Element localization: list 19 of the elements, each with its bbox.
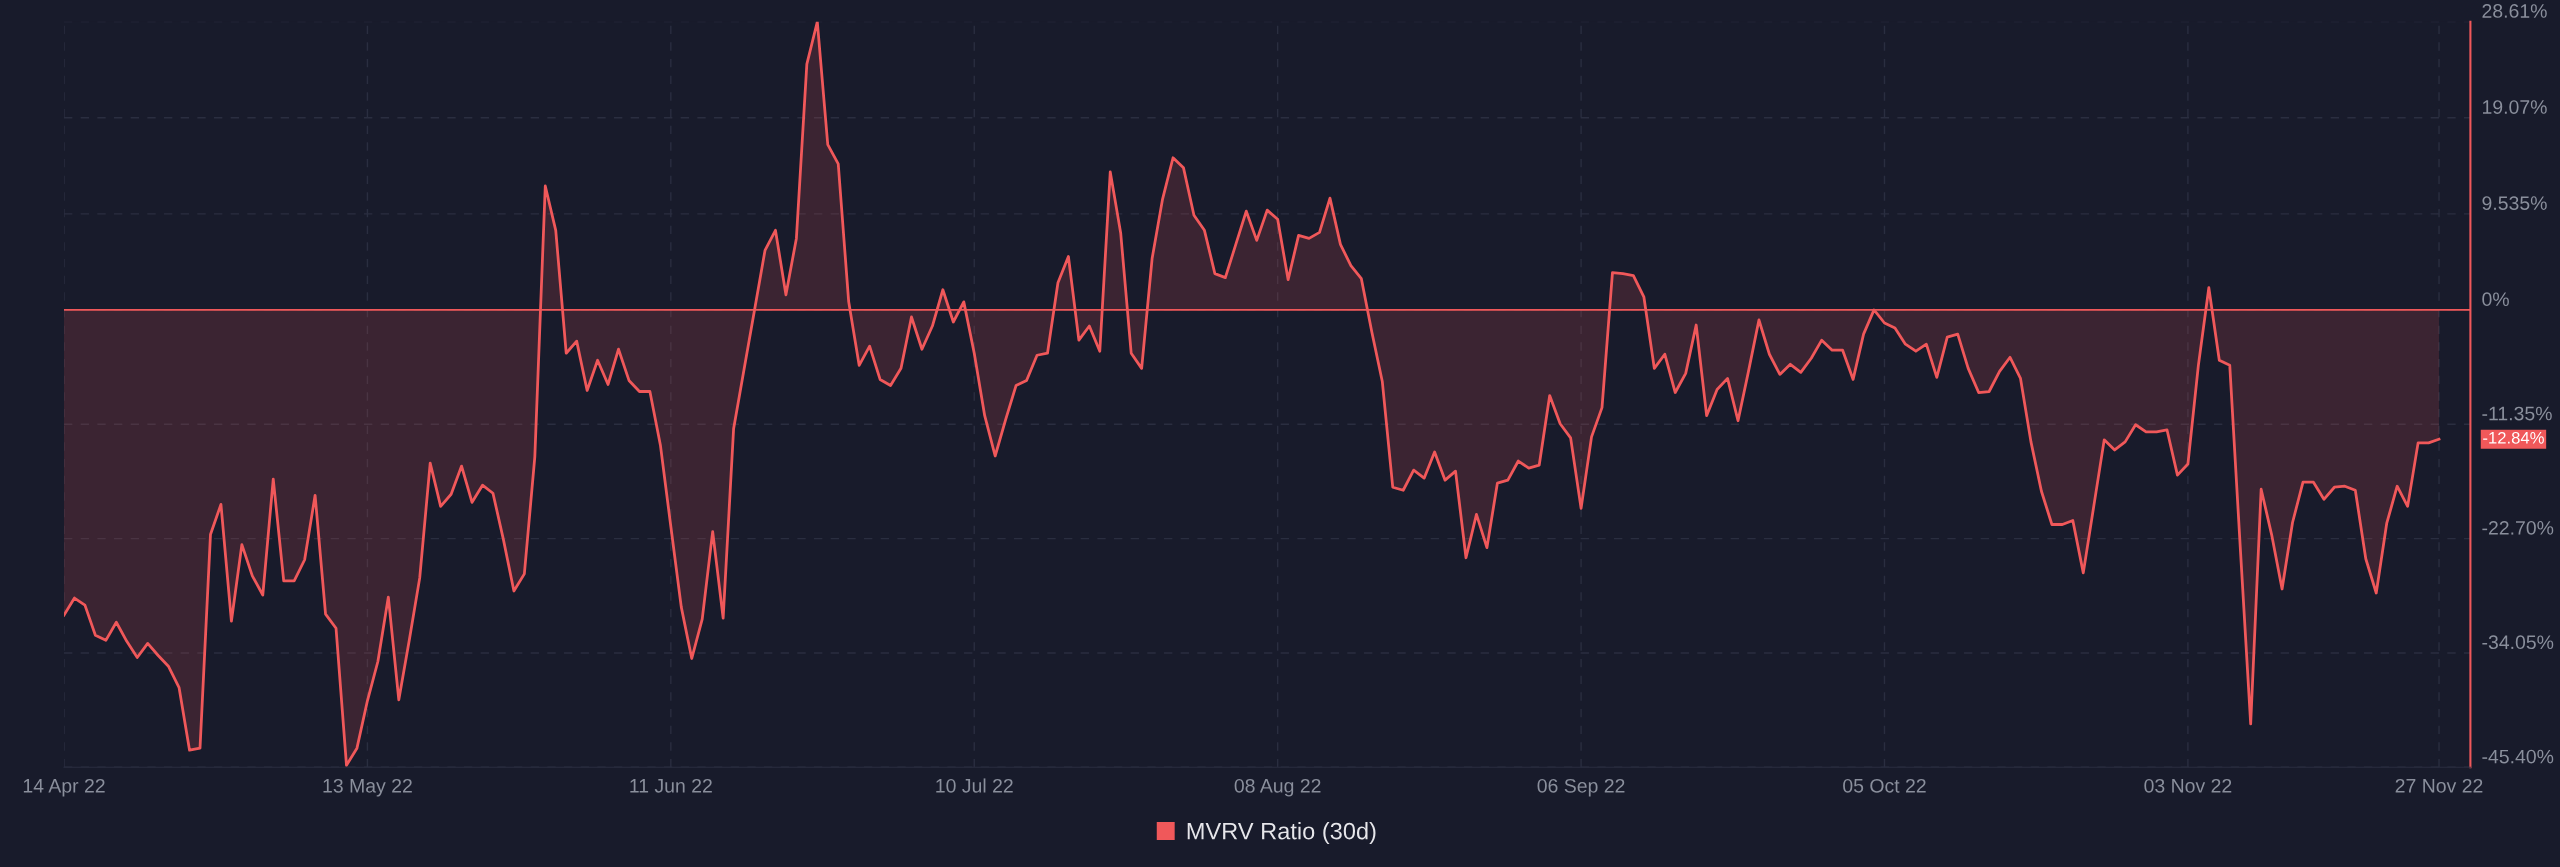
x-tick-label: 10 Jul 22 bbox=[936, 778, 1013, 793]
y-tick-label: 0% bbox=[2482, 292, 2509, 307]
x-tick-label: 05 Oct 22 bbox=[1843, 778, 1926, 793]
x-tick-label: 27 Nov 22 bbox=[2395, 778, 2483, 793]
y-tick-label: 28.61% bbox=[2482, 4, 2547, 18]
x-tick-label: 13 May 22 bbox=[323, 778, 412, 797]
annotation: -12.84% bbox=[2483, 431, 2544, 444]
x-tick-label: 08 Aug 22 bbox=[1234, 778, 1321, 797]
y-tick-label: -11.35% bbox=[2482, 406, 2552, 421]
y-tick-label: 19.07% bbox=[2482, 100, 2547, 114]
x-tick-label: 03 Nov 22 bbox=[2144, 778, 2232, 793]
x-tick-label: 11 Jun 22 bbox=[630, 778, 712, 793]
x-tick-label: 14 Apr 22 bbox=[23, 778, 105, 797]
y-tick-label: 9.535% bbox=[2482, 196, 2547, 210]
y-tick-label: -45.40% bbox=[2482, 749, 2554, 764]
legend-label: MVRV Ratio (30d) bbox=[1187, 822, 1376, 845]
y-tick-label: -22.70% bbox=[2482, 520, 2554, 535]
x-tick-label: 06 Sep 22 bbox=[1537, 778, 1625, 797]
y-tick-label: -34.05% bbox=[2482, 635, 2554, 650]
